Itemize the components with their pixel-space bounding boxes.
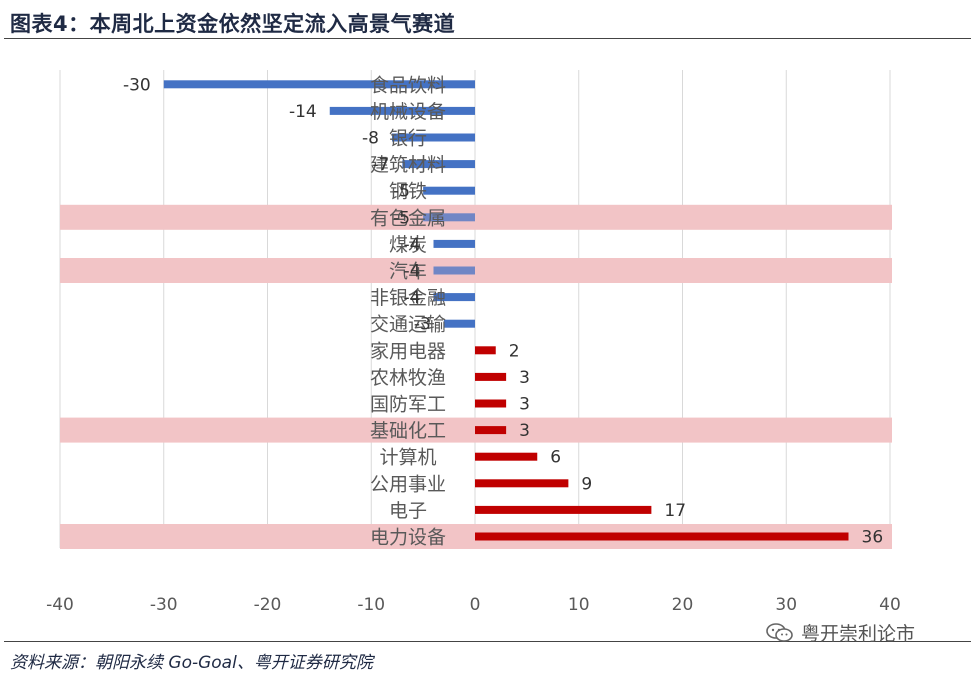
category-label: 银行 (389, 128, 427, 150)
category-label: 非银金融 (370, 287, 446, 309)
value-label: 6 (550, 448, 561, 468)
highlight-band (60, 204, 892, 230)
x-tick-label: -10 (357, 595, 385, 615)
category-label: 电子 (389, 500, 427, 522)
x-axis-ticks: -40 -30 -20 -10 0 10 20 30 40 (46, 595, 901, 615)
bar (475, 372, 507, 381)
value-label: 9 (581, 474, 592, 494)
category-label: 食品饮料 (370, 74, 446, 96)
x-tick-label: 10 (568, 595, 590, 615)
category-label: 汽车 (389, 261, 427, 283)
category-label: 交通运输 (370, 314, 446, 336)
chart-title: 图表4：本周北上资金依然坚定流入高景气赛道 (10, 12, 456, 36)
x-tick-label: -30 (150, 595, 178, 615)
bar-chart: 食品饮料机械设备银行建筑材料钢铁有色金属煤炭汽车非银金融交通运输家用电器农林牧渔… (46, 70, 901, 615)
value-label: -5 (393, 208, 410, 228)
value-label: -3 (414, 315, 431, 335)
value-label: 3 (519, 421, 530, 441)
bar (163, 80, 475, 89)
category-label: 基础化工 (370, 420, 446, 442)
value-label: -4 (404, 288, 421, 308)
category-label: 家用电器 (370, 340, 446, 362)
x-tick-label: 30 (775, 595, 797, 615)
bar (433, 266, 475, 275)
bar (433, 293, 475, 302)
bar (475, 399, 507, 408)
value-label: 36 (862, 528, 884, 548)
category-label: 国防军工 (370, 394, 446, 416)
grid-lines (59, 70, 891, 548)
category-label: 公用事业 (370, 473, 446, 495)
highlight-band (60, 258, 892, 283)
category-label: 计算机 (379, 447, 436, 469)
bottom-divider (4, 641, 971, 642)
x-tick-label: 20 (672, 595, 694, 615)
bars (163, 80, 849, 541)
bar (475, 505, 652, 514)
bar (475, 426, 507, 435)
bar (329, 106, 475, 115)
category-label: 有色金属 (370, 207, 446, 229)
category-label: 建筑材料 (370, 154, 446, 176)
category-labels: 食品饮料机械设备银行建筑材料钢铁有色金属煤炭汽车非银金融交通运输家用电器农林牧渔… (370, 74, 446, 548)
x-tick-label: -40 (46, 595, 74, 615)
value-label: -7 (372, 155, 389, 175)
wechat-icon (766, 622, 793, 642)
value-label: 17 (664, 501, 686, 521)
x-tick-label: 0 (470, 595, 481, 615)
category-label: 机械设备 (370, 101, 446, 123)
value-label: -8 (362, 129, 379, 149)
bar (475, 479, 569, 488)
bar (443, 319, 475, 328)
value-label: -30 (123, 75, 151, 95)
value-label: -4 (404, 262, 421, 282)
value-label: -5 (393, 182, 410, 202)
bar (475, 346, 496, 355)
top-divider (4, 38, 971, 39)
watermark-text: 粤开崇利论市 (801, 623, 916, 645)
bar (423, 213, 475, 222)
bar (423, 186, 475, 195)
category-label: 钢铁 (389, 181, 427, 203)
bar (392, 133, 475, 142)
x-tick-label: 40 (879, 595, 901, 615)
bar (433, 239, 475, 248)
value-label: -14 (289, 102, 317, 122)
bar (402, 160, 475, 169)
source-note: 资料来源：朝阳永续 Go-Goal、粤开证券研究院 (10, 653, 373, 673)
bar (475, 452, 538, 461)
watermark: 粤开崇利论市 (765, 619, 915, 646)
x-tick-label: -20 (254, 595, 282, 615)
value-label: 3 (519, 368, 530, 388)
category-label: 农林牧渔 (370, 367, 446, 389)
bar (475, 532, 849, 541)
category-label: 电力设备 (370, 527, 446, 549)
category-label: 煤炭 (389, 234, 427, 256)
value-label: 2 (509, 341, 520, 361)
value-label: -4 (404, 235, 421, 255)
value-label: 3 (519, 395, 530, 415)
